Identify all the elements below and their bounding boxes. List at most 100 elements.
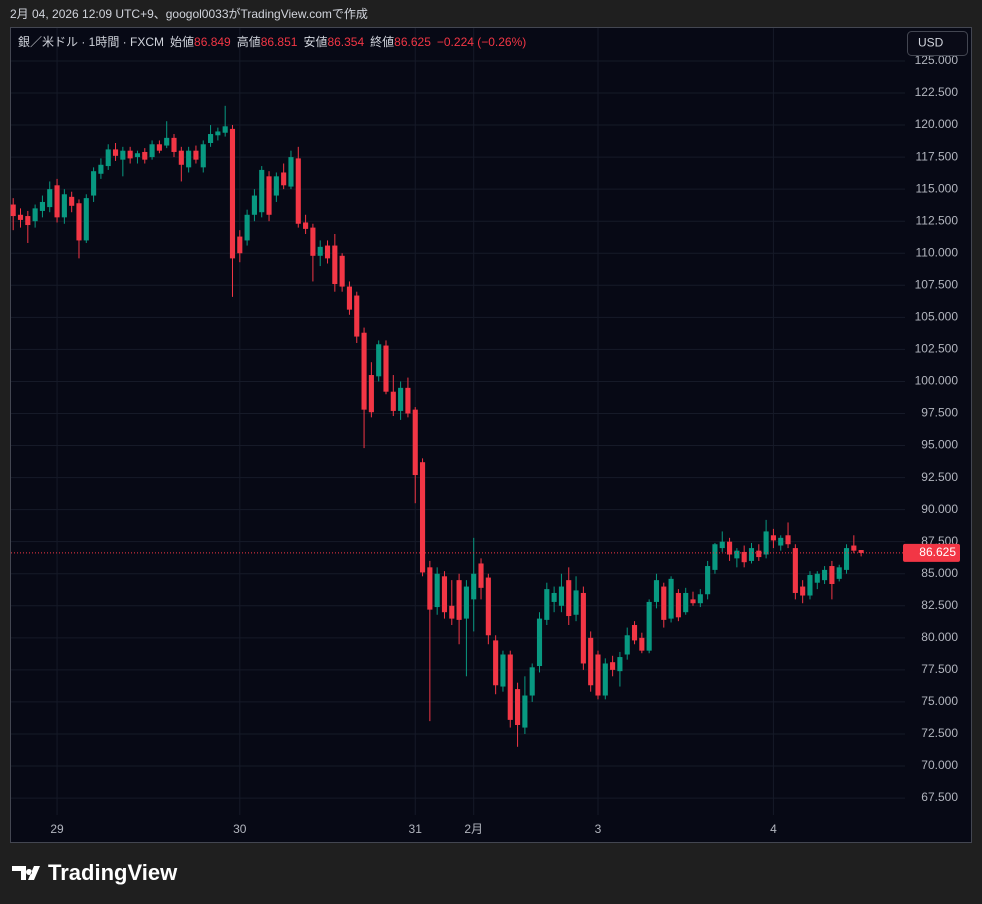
candle-body bbox=[712, 544, 718, 570]
ohlc-value: 86.851 bbox=[261, 35, 298, 49]
candle-body bbox=[727, 541, 733, 555]
candle-body bbox=[134, 153, 141, 158]
x-tick-label: 31 bbox=[409, 822, 423, 836]
candle-body bbox=[485, 577, 491, 636]
candle-body bbox=[792, 548, 798, 593]
candle-body bbox=[251, 195, 257, 215]
candle-body bbox=[54, 185, 60, 218]
candle-body bbox=[324, 245, 331, 259]
candle-body bbox=[566, 580, 572, 617]
candle-body bbox=[361, 332, 367, 410]
candle-body bbox=[171, 137, 177, 152]
y-tick-label: 97.500 bbox=[921, 406, 958, 420]
candle-body bbox=[47, 189, 53, 208]
candle-body bbox=[193, 150, 199, 160]
candle-body bbox=[624, 635, 630, 655]
candle-body bbox=[748, 548, 755, 561]
candle-body bbox=[558, 586, 564, 606]
candle-body bbox=[332, 245, 338, 285]
candle-body bbox=[200, 144, 206, 168]
ohlc-label: 終値 bbox=[370, 34, 394, 49]
candle-body bbox=[507, 654, 513, 720]
candle-body bbox=[368, 375, 374, 413]
candle-body bbox=[858, 550, 864, 553]
x-tick-label: 3 bbox=[595, 822, 602, 836]
ohlc-label: 高値 bbox=[237, 34, 261, 49]
candle-body bbox=[120, 150, 126, 160]
candle-body bbox=[105, 149, 111, 167]
ohlc-value: 86.849 bbox=[194, 35, 231, 49]
candle-body bbox=[229, 128, 236, 259]
candle-body bbox=[588, 637, 594, 686]
candle-body bbox=[646, 601, 652, 651]
brand-name: TradingView bbox=[48, 860, 178, 885]
candle-body bbox=[310, 227, 316, 256]
y-tick-label: 67.500 bbox=[921, 790, 958, 804]
candle-body bbox=[83, 198, 89, 241]
y-tick-label: 102.500 bbox=[915, 342, 959, 356]
candle-body bbox=[346, 286, 353, 310]
logo-icon bbox=[12, 866, 40, 880]
y-tick-label: 100.000 bbox=[915, 374, 959, 388]
candle-body bbox=[515, 689, 521, 726]
y-tick-label: 120.000 bbox=[915, 117, 959, 131]
candle-body bbox=[317, 246, 323, 256]
y-tick-label: 105.000 bbox=[915, 310, 959, 324]
candle-body bbox=[339, 255, 345, 287]
price-change: −0.224 (−0.26%) bbox=[437, 35, 526, 49]
y-tick-label: 72.500 bbox=[921, 726, 958, 740]
candle-body bbox=[69, 196, 75, 206]
candle-body bbox=[675, 592, 681, 618]
candle-body bbox=[851, 545, 857, 551]
y-tick-label: 125.000 bbox=[915, 53, 959, 67]
candle-body bbox=[208, 134, 214, 143]
candle-body bbox=[580, 592, 586, 664]
candle-body bbox=[661, 586, 667, 620]
candle-body bbox=[149, 144, 155, 158]
candle-body bbox=[383, 345, 389, 392]
candle-body bbox=[405, 387, 411, 414]
candle-body bbox=[32, 208, 38, 222]
candle-body bbox=[800, 586, 806, 596]
candle-body bbox=[631, 625, 638, 641]
last-price-badge bbox=[903, 543, 960, 562]
y-tick-label: 95.000 bbox=[921, 438, 958, 452]
candle-body bbox=[390, 391, 396, 411]
y-tick-label: 75.000 bbox=[921, 694, 958, 708]
candle-body bbox=[17, 214, 24, 220]
candle-body bbox=[186, 150, 192, 168]
candle-body bbox=[690, 599, 696, 604]
chart-frame bbox=[10, 27, 972, 843]
y-tick-label: 112.500 bbox=[916, 213, 959, 227]
candle-body bbox=[807, 575, 813, 596]
currency[interactable]: USD bbox=[918, 36, 944, 50]
candle-body bbox=[434, 573, 440, 608]
brand-logo bbox=[12, 866, 40, 880]
candle-body bbox=[814, 573, 820, 583]
candle-body bbox=[573, 590, 579, 615]
candle-body bbox=[836, 567, 842, 579]
caption: 2月 04, 2026 12:09 UTC+9、googol0033がTradi… bbox=[10, 6, 368, 21]
y-tick-label: 122.500 bbox=[915, 85, 959, 99]
candle-body bbox=[778, 537, 784, 546]
y-tick-label: 70.000 bbox=[921, 758, 958, 772]
candle-body bbox=[412, 409, 418, 476]
candle-body bbox=[756, 550, 762, 558]
candle-body bbox=[98, 164, 104, 174]
candle-body bbox=[456, 580, 462, 620]
candle-body bbox=[142, 151, 148, 160]
candle-body bbox=[639, 637, 645, 651]
candle-body bbox=[295, 158, 301, 224]
candle-body bbox=[288, 157, 294, 187]
candle-body bbox=[478, 563, 484, 588]
candle-body bbox=[178, 150, 184, 165]
candle-body bbox=[244, 214, 250, 241]
candle-body bbox=[164, 137, 170, 146]
candle-body bbox=[10, 204, 16, 217]
y-tick-label: 77.500 bbox=[921, 662, 958, 676]
currency-button[interactable] bbox=[907, 31, 968, 56]
candle-body bbox=[719, 541, 725, 549]
ohlc-value: 86.354 bbox=[327, 35, 364, 49]
